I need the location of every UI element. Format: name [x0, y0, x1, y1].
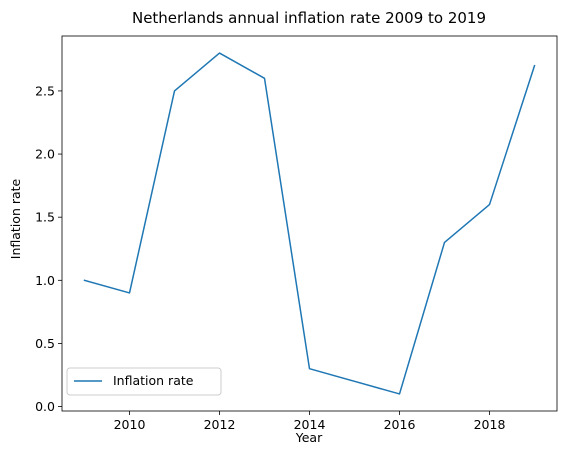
x-tick-label: 2018 [474, 417, 506, 432]
x-tick-label: 2014 [294, 417, 326, 432]
x-tick-label: 2010 [114, 417, 146, 432]
x-tick-label: 2012 [204, 417, 236, 432]
x-axis-label: Year [295, 430, 323, 445]
x-tick-label: 2016 [384, 417, 416, 432]
y-tick-label: 0.5 [35, 336, 55, 351]
legend-entry-inflation-rate: Inflation rate [113, 373, 194, 388]
y-tick-label: 2.5 [35, 83, 55, 98]
y-tick-label: 1.5 [35, 210, 55, 225]
y-axis-ticks: 0.0 0.5 1.0 1.5 2.0 2.5 [35, 83, 62, 414]
y-tick-label: 1.0 [35, 273, 55, 288]
plot-area [61, 35, 558, 412]
y-tick-label: 2.0 [35, 147, 55, 162]
y-tick-label: 0.0 [35, 399, 55, 414]
series-line-0 [83, 52, 536, 395]
y-axis-label: Inflation rate [8, 178, 23, 259]
x-axis-ticks: 2010 2012 2014 2016 2018 [114, 411, 506, 432]
legend: Inflation rate [66, 367, 222, 396]
axes-frame [61, 35, 558, 412]
legend-frame [66, 367, 222, 396]
chart-title: Netherlands annual inflation rate 2009 t… [132, 9, 486, 27]
